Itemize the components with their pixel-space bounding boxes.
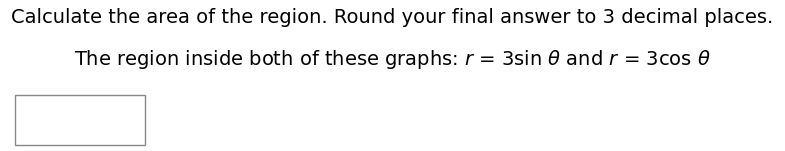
Text: Calculate the area of the region. Round your final answer to 3 decimal places.: Calculate the area of the region. Round … <box>11 8 773 27</box>
Bar <box>15 95 145 145</box>
Text: The region inside both of these graphs: $r$ = 3sin $\theta$ and $r$ = 3cos $\the: The region inside both of these graphs: … <box>74 48 710 71</box>
